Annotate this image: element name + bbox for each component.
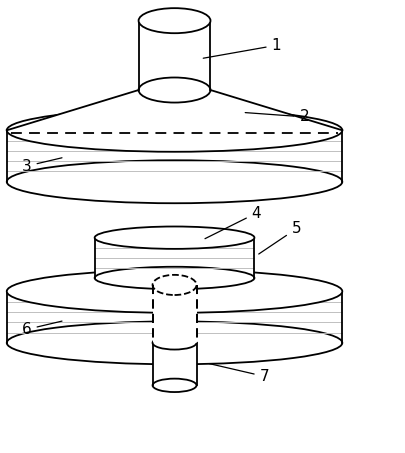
Text: 1: 1: [203, 38, 281, 58]
Polygon shape: [153, 343, 196, 386]
Ellipse shape: [139, 77, 211, 102]
Text: 7: 7: [209, 364, 269, 384]
Polygon shape: [95, 238, 254, 278]
Ellipse shape: [95, 267, 254, 289]
Ellipse shape: [7, 109, 342, 152]
Ellipse shape: [7, 270, 342, 313]
Polygon shape: [139, 21, 211, 90]
Text: 6: 6: [22, 321, 62, 337]
Polygon shape: [7, 291, 342, 343]
Polygon shape: [153, 285, 196, 343]
Ellipse shape: [95, 226, 254, 249]
Polygon shape: [7, 130, 342, 182]
Ellipse shape: [153, 379, 196, 392]
Ellipse shape: [7, 160, 342, 203]
Text: 2: 2: [245, 109, 309, 125]
Ellipse shape: [153, 336, 196, 350]
Text: 3: 3: [22, 158, 62, 173]
Polygon shape: [7, 90, 342, 130]
Text: 4: 4: [205, 206, 261, 239]
Ellipse shape: [139, 8, 211, 33]
Text: 5: 5: [259, 221, 301, 254]
Ellipse shape: [7, 321, 342, 364]
